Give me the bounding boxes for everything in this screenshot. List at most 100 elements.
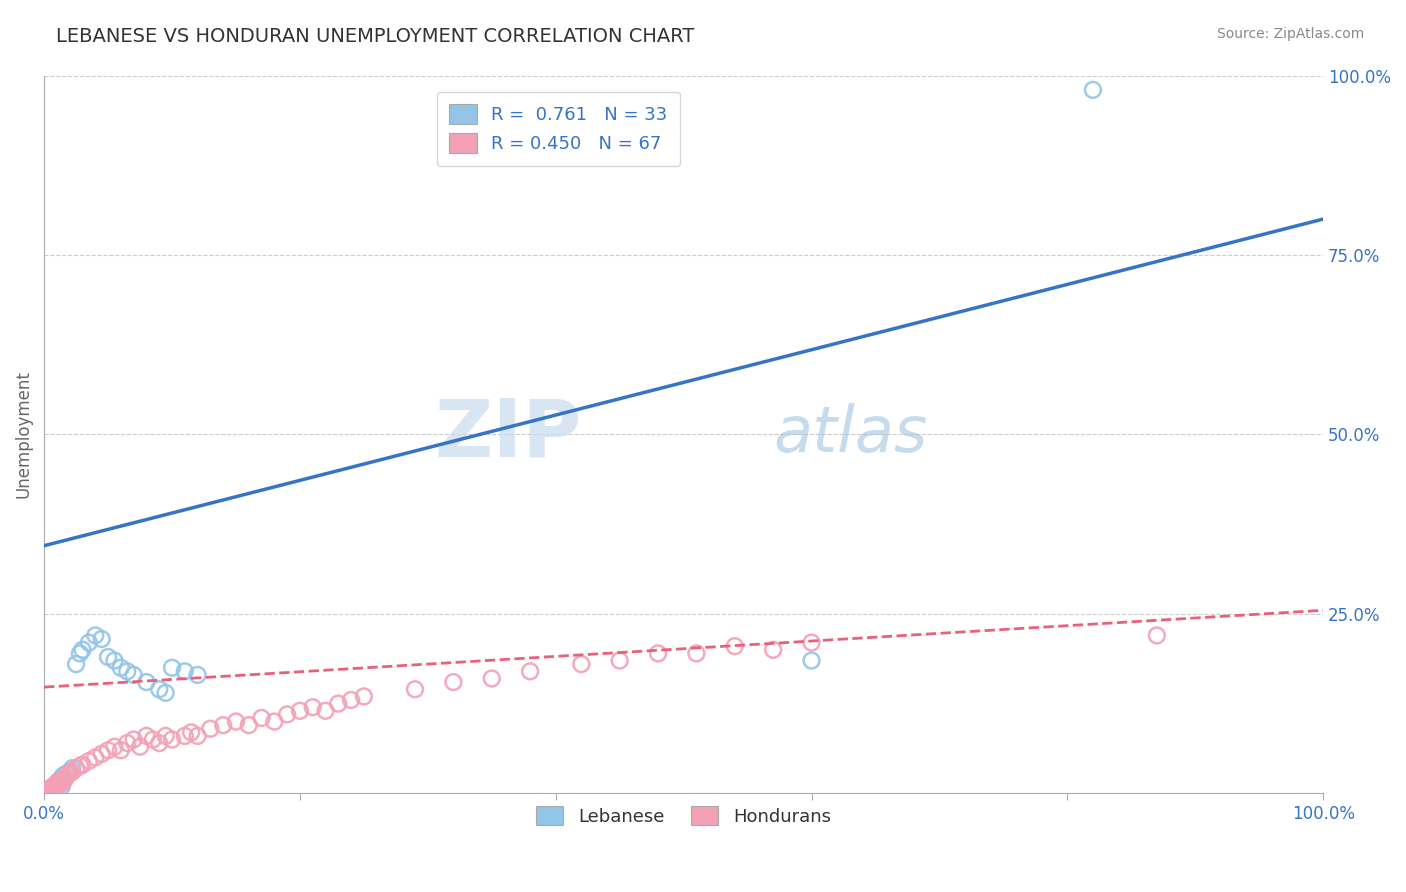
Point (569, 657, 592, 672)
Point (72, 757, 94, 772)
Point (160, 661, 183, 675)
Point (90, 747, 112, 761)
Point (51, 776, 73, 790)
Point (441, 675, 464, 690)
Point (45, 778, 67, 792)
Point (46, 777, 69, 791)
Point (51, 779, 73, 793)
Point (800, 654, 823, 668)
Point (42, 780, 65, 795)
Point (200, 722, 222, 736)
Text: ZIP: ZIP (434, 395, 581, 474)
Point (52, 772, 75, 786)
Point (340, 693, 363, 707)
Point (41, 782, 63, 797)
Point (59, 764, 82, 779)
Point (129, 739, 152, 754)
Point (685, 646, 707, 660)
Point (800, 635, 823, 649)
Text: Source: ZipAtlas.com: Source: ZipAtlas.com (1216, 27, 1364, 41)
Point (52, 768, 75, 782)
Point (69, 759, 91, 773)
Point (45, 779, 67, 793)
Point (142, 732, 165, 747)
Point (1081, 83, 1104, 97)
Point (762, 642, 785, 657)
Point (97, 743, 120, 757)
Point (39, 782, 62, 797)
Point (117, 665, 139, 679)
Point (56, 768, 79, 782)
Point (180, 725, 202, 739)
Point (609, 654, 631, 668)
Point (53, 771, 76, 785)
Point (35, 785, 58, 799)
Point (110, 661, 132, 675)
Point (122, 668, 145, 682)
Point (84, 628, 107, 642)
Point (72, 642, 94, 657)
Point (77, 635, 100, 649)
Point (49, 772, 72, 786)
Text: LEBANESE VS HONDURAN UNEMPLOYMENT CORRELATION CHART: LEBANESE VS HONDURAN UNEMPLOYMENT CORREL… (56, 27, 695, 45)
Point (647, 646, 669, 660)
Point (1146, 628, 1168, 642)
Point (724, 639, 747, 653)
Point (45, 775, 67, 789)
Point (404, 682, 426, 697)
Point (59, 766, 82, 780)
Point (39, 781, 62, 796)
Point (110, 743, 132, 757)
Legend: Lebanese, Hondurans: Lebanese, Hondurans (527, 797, 839, 835)
Text: atlas: atlas (773, 403, 928, 466)
Point (48, 775, 70, 789)
Point (56, 766, 79, 780)
Point (53, 772, 76, 787)
Point (135, 729, 157, 743)
Point (212, 718, 235, 732)
Point (315, 704, 337, 718)
Point (55, 771, 77, 785)
Point (38, 784, 60, 798)
Point (173, 729, 195, 743)
Y-axis label: Unemployment: Unemployment (15, 370, 32, 499)
Point (263, 714, 285, 729)
Point (276, 707, 298, 722)
Point (135, 675, 157, 690)
Point (117, 736, 139, 750)
Point (48, 773, 70, 788)
Point (155, 729, 177, 743)
Point (77, 754, 100, 768)
Point (37, 783, 59, 797)
Point (173, 665, 195, 679)
Point (44, 779, 66, 793)
Point (155, 686, 177, 700)
Point (60, 761, 83, 775)
Point (46, 775, 69, 789)
Point (481, 672, 503, 686)
Point (187, 729, 209, 743)
Point (103, 739, 125, 754)
Point (60, 764, 83, 779)
Point (148, 736, 170, 750)
Point (288, 704, 311, 718)
Point (42, 779, 65, 793)
Point (238, 718, 260, 732)
Point (301, 700, 323, 714)
Point (225, 714, 247, 729)
Point (49, 773, 72, 788)
Point (103, 654, 125, 668)
Point (122, 732, 145, 747)
Point (84, 750, 107, 764)
Point (69, 646, 91, 660)
Point (187, 668, 209, 682)
Point (148, 682, 170, 697)
Point (45, 778, 67, 792)
Point (328, 697, 350, 711)
Point (42, 780, 65, 795)
Point (160, 732, 183, 747)
Point (65, 761, 87, 775)
Point (90, 632, 112, 646)
Point (65, 657, 87, 672)
Point (39, 782, 62, 797)
